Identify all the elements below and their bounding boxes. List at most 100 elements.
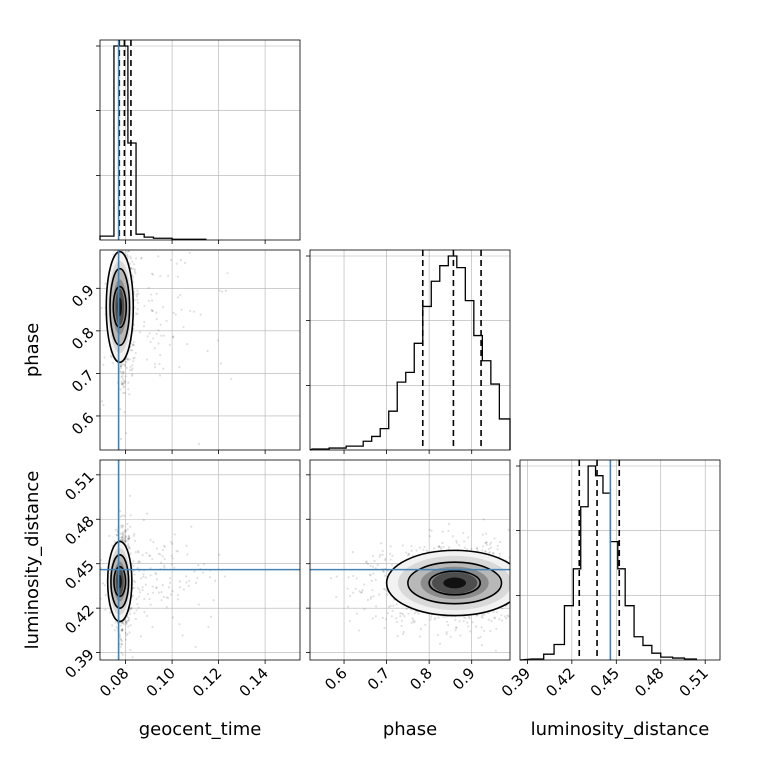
geocent-vs-phase-point bbox=[172, 336, 175, 339]
geocent-vs-phase-point bbox=[129, 349, 132, 352]
phase-vs-distance-point bbox=[475, 547, 478, 550]
phase-vs-distance-point bbox=[495, 627, 498, 630]
phase-vs-distance-point bbox=[523, 568, 525, 570]
geocent-vs-phase-point bbox=[119, 364, 123, 368]
geocent-vs-distance-point bbox=[182, 588, 186, 591]
geocent-vs-phase-point bbox=[71, 270, 73, 272]
geocent-vs-distance-point bbox=[124, 631, 127, 635]
phase-vs-distance-point bbox=[374, 578, 377, 582]
geocent-vs-distance-point bbox=[141, 586, 144, 589]
phase-vs-distance-point bbox=[401, 633, 405, 636]
geocent-vs-distance-point bbox=[134, 551, 137, 554]
geocent-vs-phase-frame bbox=[99, 249, 301, 451]
geocent-vs-phase-point bbox=[122, 386, 125, 389]
geocent-vs-distance-point bbox=[71, 609, 73, 611]
phase-vs-distance-point bbox=[480, 644, 484, 647]
phase-vs-distance-point bbox=[471, 621, 474, 624]
phase-vs-distance-point bbox=[400, 619, 404, 622]
geocent-vs-phase-point bbox=[123, 411, 126, 414]
geocent-vs-distance-point bbox=[157, 552, 161, 555]
phase-vs-distance-point bbox=[381, 616, 384, 619]
geocent-vs-distance-point bbox=[100, 566, 102, 570]
phase-vs-distance-point bbox=[458, 620, 461, 623]
phase-vs-distance-point bbox=[369, 564, 372, 567]
geocent-vs-distance-xtick-label-0: 0.08 bbox=[96, 664, 132, 700]
geocent-vs-distance-point bbox=[133, 539, 137, 542]
phase-vs-distance-point bbox=[559, 577, 561, 579]
phase-vs-distance-point bbox=[347, 605, 350, 608]
geocent-vs-distance-point bbox=[151, 625, 154, 629]
geocent-time-hist-panel bbox=[96, 39, 301, 244]
geocent-vs-distance-point bbox=[146, 592, 149, 596]
geocent-vs-distance-ytick-label-3: 0.48 bbox=[61, 512, 97, 548]
geocent-vs-phase-point bbox=[189, 245, 191, 247]
phase-vs-distance-point bbox=[346, 587, 349, 590]
geocent-vs-phase-point bbox=[131, 344, 134, 347]
phase-vs-distance-point bbox=[500, 614, 503, 617]
geocent-vs-distance-point bbox=[160, 599, 163, 602]
geocent-vs-phase-ytick-label-3: 0.9 bbox=[68, 281, 98, 311]
phase-vs-distance-point bbox=[476, 549, 479, 552]
phase-vs-distance-point bbox=[365, 560, 368, 564]
geocent-vs-distance-point bbox=[190, 525, 193, 528]
geocent-vs-distance-point bbox=[208, 576, 212, 579]
phase-vs-distance-point bbox=[352, 591, 355, 594]
phase-vs-distance-point bbox=[484, 541, 487, 545]
geocent-vs-distance-point bbox=[130, 607, 133, 610]
phase-vs-distance-point bbox=[523, 580, 525, 582]
geocent-vs-distance-point bbox=[119, 515, 122, 518]
geocent-vs-distance-point bbox=[148, 554, 151, 557]
geocent-vs-distance-point bbox=[163, 566, 166, 569]
geocent-vs-phase-point bbox=[127, 388, 130, 391]
geocent-vs-distance-point bbox=[129, 607, 132, 611]
geocent-vs-distance-point bbox=[100, 558, 102, 562]
geocent-vs-distance-point bbox=[121, 536, 124, 539]
phase-vs-distance-point bbox=[438, 642, 442, 645]
geocent-vs-distance-point bbox=[115, 626, 118, 629]
phase-vs-distance-point bbox=[445, 620, 449, 623]
geocent-vs-phase-point bbox=[121, 377, 125, 380]
geocent-vs-phase-point bbox=[134, 351, 137, 355]
phase-vs-distance-density-level-5 bbox=[443, 577, 467, 589]
phase-vs-distance-point bbox=[523, 602, 525, 604]
geocent-vs-phase-point bbox=[134, 272, 137, 275]
geocent-vs-phase-point bbox=[219, 362, 223, 365]
geocent-vs-phase-point bbox=[216, 339, 220, 342]
geocent-vs-phase-point bbox=[119, 370, 122, 373]
geocent-vs-distance-point bbox=[196, 576, 199, 579]
geocent-vs-distance-point bbox=[162, 595, 166, 599]
geocent-vs-distance-point bbox=[134, 581, 137, 584]
geocent-vs-distance-point bbox=[127, 536, 131, 540]
phase-vs-distance-point bbox=[429, 615, 433, 619]
phase-vs-distance-point bbox=[524, 570, 526, 572]
phase-vs-distance-point bbox=[392, 604, 395, 607]
phase-vs-distance-point bbox=[511, 562, 513, 564]
geocent-vs-phase-point bbox=[129, 368, 132, 371]
phase-vs-distance-point bbox=[511, 598, 513, 600]
luminosity-distance-hist-xtick-label-2: 0.45 bbox=[587, 664, 623, 700]
y-axis-label-phase: phase bbox=[22, 323, 43, 377]
phase-vs-distance-point bbox=[530, 598, 532, 600]
geocent-vs-distance-point bbox=[115, 534, 119, 537]
phase-vs-distance-point bbox=[462, 531, 465, 535]
y-axis-label-luminosity-distance: luminosity_distance bbox=[22, 471, 43, 650]
phase-vs-distance-point bbox=[380, 542, 383, 545]
geocent-vs-phase-point bbox=[218, 289, 221, 292]
phase-vs-distance-point bbox=[551, 572, 553, 574]
geocent-vs-distance-contour-0 bbox=[113, 565, 127, 598]
geocent-vs-distance-point bbox=[165, 606, 168, 609]
phase-vs-distance-point bbox=[514, 567, 516, 569]
phase-vs-distance-point bbox=[370, 579, 373, 582]
phase-vs-distance-point bbox=[482, 518, 485, 521]
phase-vs-distance-point bbox=[455, 541, 458, 544]
phase-vs-distance-plot-area bbox=[310, 518, 561, 652]
geocent-vs-phase-point bbox=[155, 332, 158, 336]
phase-vs-distance-point bbox=[530, 619, 532, 621]
geocent-vs-distance-point bbox=[126, 528, 129, 531]
phase-vs-distance-point bbox=[529, 599, 531, 601]
geocent-vs-phase-point bbox=[180, 308, 183, 311]
phase-vs-distance-point bbox=[531, 578, 533, 580]
phase-vs-distance-point bbox=[391, 554, 394, 557]
geocent-vs-distance-point bbox=[131, 656, 134, 659]
phase-vs-distance-point bbox=[493, 616, 496, 619]
